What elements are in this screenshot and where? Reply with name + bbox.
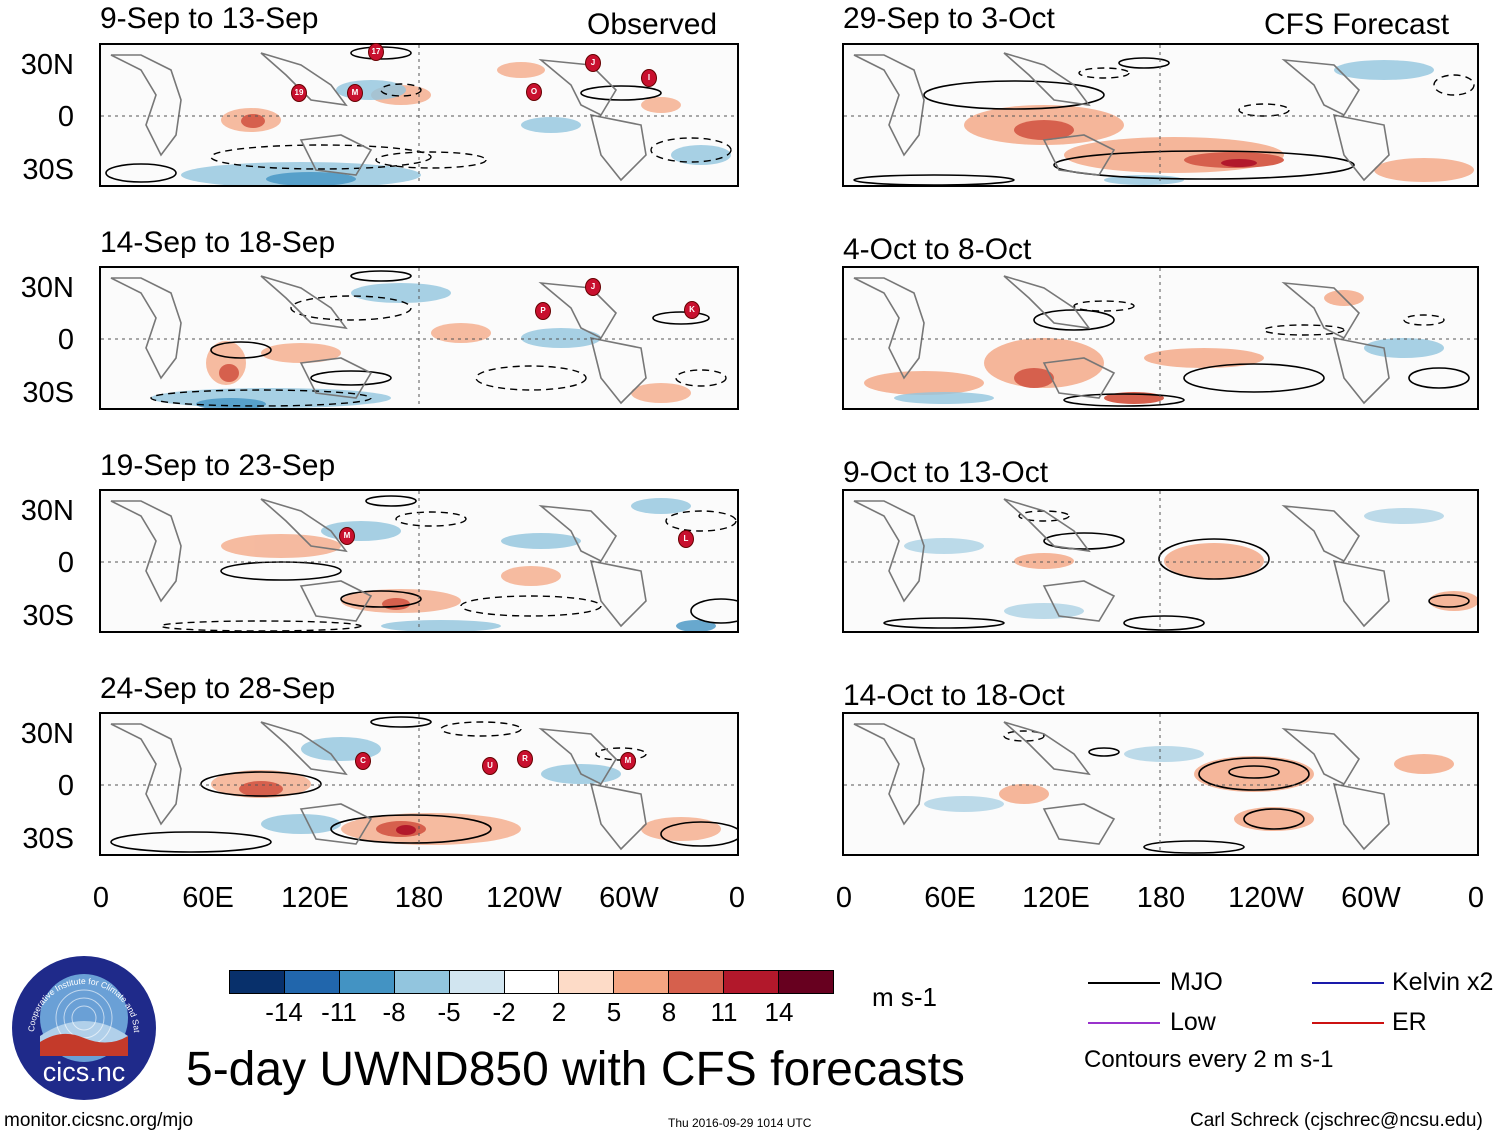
forecast-panel-3-title: 9-Oct to 13-Oct <box>843 456 1049 489</box>
colorbar-swatch <box>669 971 725 993</box>
observed-panel-3-title: 19-Sep to 23-Sep <box>100 449 336 482</box>
legend-kelvin-line <box>1312 982 1384 984</box>
colorbar-tick-label: -14 <box>265 997 303 1027</box>
forecast-map-3 <box>842 489 1479 633</box>
storm-marker: O <box>526 83 542 101</box>
storm-marker: 17 <box>368 43 384 61</box>
forecast-map-4 <box>842 712 1479 856</box>
forecast-header: CFS Forecast <box>1264 8 1450 41</box>
colorbar-units: m s-1 <box>872 982 937 1012</box>
storm-marker: M <box>339 527 355 545</box>
lon-label-120w: 120W <box>1228 882 1304 914</box>
storm-marker: M <box>347 84 363 102</box>
colorbar-tick-label: -5 <box>437 997 461 1027</box>
colorbar-swatch <box>339 971 395 993</box>
lon-label-180: 180 <box>1136 882 1186 914</box>
cics-logo: Cooperative Institute for Climate and Sa… <box>12 956 156 1100</box>
storm-marker: K <box>684 301 700 319</box>
main-title: 5-day UWND850 with CFS forecasts <box>186 1043 965 1096</box>
observed-panel-1-title: 9-Sep to 13-Sep <box>100 2 319 35</box>
lon-label-0: 0 <box>835 882 853 914</box>
legend-contours-note: Contours every 2 m s-1 <box>1084 1046 1334 1073</box>
legend-low-line <box>1088 1022 1160 1024</box>
lon-label-180: 180 <box>394 882 444 914</box>
colorbar-swatch <box>394 971 450 993</box>
colorbar-swatch <box>614 971 670 993</box>
storm-marker: J <box>585 278 601 296</box>
footer-author: Carl Schreck (cjschrec@ncsu.edu) <box>1190 1110 1483 1131</box>
colorbar-tick-label: 11 <box>710 997 738 1027</box>
lat-label-30n: 30N <box>20 495 74 527</box>
lat-label-30s: 30S <box>22 600 74 632</box>
observed-map-4 <box>99 712 739 856</box>
colorbar-swatch <box>284 971 340 993</box>
legend-mjo-label: MJO <box>1170 968 1223 996</box>
lat-label-eq: 0 <box>57 547 74 579</box>
observed-map-3 <box>99 489 739 633</box>
legend-er-line <box>1312 1022 1384 1024</box>
observed-panel-4-title: 24-Sep to 28-Sep <box>100 672 336 705</box>
lon-label-120e: 120E <box>1022 882 1090 914</box>
lat-label-eq: 0 <box>57 324 74 356</box>
logo-text: cics.nc <box>43 1057 126 1087</box>
storm-marker: C <box>355 752 371 770</box>
storm-marker: I <box>641 69 657 87</box>
storm-marker: R <box>517 750 533 768</box>
observed-header: Observed <box>587 8 718 41</box>
storm-marker: U <box>482 757 498 775</box>
colorbar-tick-label: -2 <box>492 997 516 1027</box>
lat-label-30s: 30S <box>22 823 74 855</box>
colorbar-swatch <box>559 971 615 993</box>
storm-marker: L <box>678 530 694 548</box>
legend-er-label: ER <box>1392 1008 1427 1036</box>
storm-marker: M <box>620 752 636 770</box>
footer-timestamp: Thu 2016-09-29 1014 UTC <box>668 1116 812 1130</box>
legend-low-label: Low <box>1170 1008 1216 1036</box>
legend-kelvin-label: Kelvin x2 <box>1392 968 1494 996</box>
colorbar-tick-label: 5 <box>606 997 622 1027</box>
colorbar-swatch <box>230 971 285 993</box>
lon-label-60e: 60E <box>182 882 234 914</box>
forecast-map-2 <box>842 266 1479 410</box>
colorbar-swatch <box>779 971 833 993</box>
forecast-panel-4-title: 14-Oct to 18-Oct <box>843 679 1065 712</box>
colorbar-swatch <box>504 971 560 993</box>
colorbar-tick-label: -8 <box>382 997 406 1027</box>
lat-label-30s: 30S <box>22 377 74 409</box>
lat-label-eq: 0 <box>57 770 74 802</box>
lat-label-30n: 30N <box>20 718 74 750</box>
footer-url[interactable]: monitor.cicsnc.org/mjo <box>4 1110 194 1131</box>
lat-label-30s: 30S <box>22 154 74 186</box>
lat-label-eq: 0 <box>57 101 74 133</box>
lon-label-0-end: 0 <box>728 882 746 914</box>
lat-label-30n: 30N <box>20 49 74 81</box>
colorbar <box>229 970 834 994</box>
lon-label-60w: 60W <box>1341 882 1401 914</box>
lon-label-120e: 120E <box>281 882 349 914</box>
colorbar-tick-label: 2 <box>551 997 567 1027</box>
colorbar-swatch <box>724 971 780 993</box>
observed-map-1 <box>99 43 739 187</box>
storm-marker: J <box>585 54 601 72</box>
forecast-map-1 <box>842 43 1479 187</box>
colorbar-tick-label: -11 <box>321 997 357 1027</box>
observed-map-2 <box>99 266 739 410</box>
colorbar-tick-label: 8 <box>661 997 677 1027</box>
colorbar-swatch <box>449 971 505 993</box>
lon-label-60w: 60W <box>599 882 659 914</box>
forecast-panel-2-title: 4-Oct to 8-Oct <box>843 233 1032 266</box>
observed-panel-2-title: 14-Sep to 18-Sep <box>100 226 336 259</box>
lon-label-60e: 60E <box>924 882 976 914</box>
lat-label-30n: 30N <box>20 272 74 304</box>
storm-marker: P <box>535 302 551 320</box>
lon-label-120w: 120W <box>486 882 562 914</box>
lon-label-0: 0 <box>92 882 110 914</box>
colorbar-tick-label: 14 <box>764 997 794 1027</box>
forecast-panel-1-title: 29-Sep to 3-Oct <box>843 2 1055 35</box>
legend-mjo-line <box>1088 982 1160 984</box>
lon-label-0-end: 0 <box>1467 882 1485 914</box>
storm-marker: 19 <box>291 84 307 102</box>
